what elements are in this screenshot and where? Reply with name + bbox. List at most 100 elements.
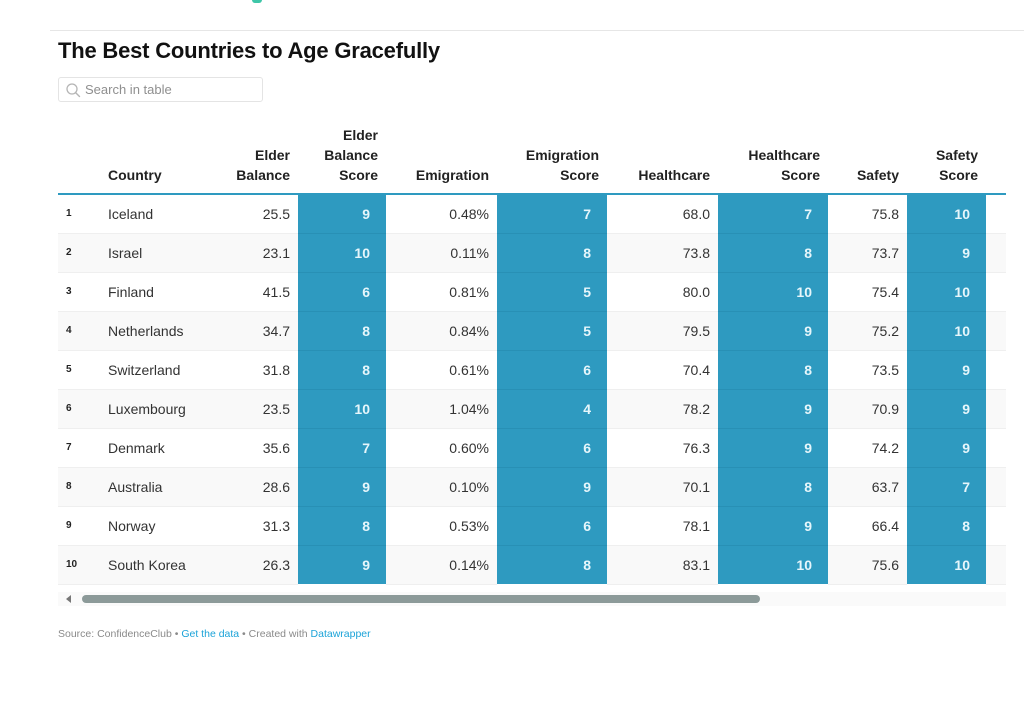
- cell-spacer: [986, 428, 1006, 468]
- cell-emigration: 0.10%: [386, 467, 497, 507]
- cell-elder-balance: 31.8: [215, 350, 298, 390]
- column-header-label: Elder: [342, 127, 378, 143]
- cell-elder-balance-score: 9: [298, 194, 386, 234]
- table-row: 9 Norway 31.3 8 0.53% 6 78.1 9 66.4 8: [58, 506, 1006, 546]
- cell-healthcare: 73.8: [607, 233, 718, 273]
- search-box[interactable]: [58, 77, 263, 102]
- cell-elder-balance-score: 8: [298, 311, 386, 351]
- separator: •: [239, 628, 249, 640]
- column-header-label: Healthcare: [748, 147, 820, 163]
- cell-safety: 70.9: [828, 389, 907, 429]
- cell-safety: 63.7: [828, 467, 907, 507]
- cell-emigration: 1.04%: [386, 389, 497, 429]
- cell-healthcare: 78.2: [607, 389, 718, 429]
- table-row: 10 South Korea 26.3 9 0.14% 8 83.1 10 75.6 10: [58, 545, 1006, 585]
- column-header-elder-balance[interactable]: Elder Balance: [215, 125, 298, 195]
- cell-spacer: [986, 311, 1006, 351]
- cell-emigration-score: 5: [497, 272, 607, 312]
- cell-spacer: [986, 350, 1006, 390]
- cell-emigration-score: 8: [497, 545, 607, 584]
- cell-emigration: 0.84%: [386, 311, 497, 351]
- column-header-label: Elder: [254, 147, 290, 163]
- cell-elder-balance: 25.5: [215, 194, 298, 234]
- chevron-left-icon[interactable]: [66, 595, 71, 603]
- column-header-label: Score: [939, 167, 978, 183]
- top-accent-mark: [252, 0, 262, 3]
- cell-rank: 6: [58, 389, 100, 429]
- column-header-emigration-score[interactable]: Emigration Score: [497, 125, 607, 195]
- cell-healthcare: 80.0: [607, 272, 718, 312]
- cell-elder-balance: 35.6: [215, 428, 298, 468]
- column-header-spacer: [986, 125, 1006, 195]
- page-title: The Best Countries to Age Gracefully: [58, 38, 440, 63]
- cell-healthcare: 83.1: [607, 545, 718, 585]
- scrollbar-thumb[interactable]: [82, 595, 760, 603]
- cell-country: Israel: [100, 233, 215, 273]
- cell-safety-score: 10: [907, 194, 986, 234]
- table-row: 4 Netherlands 34.7 8 0.84% 5 79.5 9 75.2 10: [58, 311, 1006, 351]
- get-the-data-link[interactable]: Get the data: [181, 628, 240, 640]
- cell-elder-balance: 34.7: [215, 311, 298, 351]
- cell-spacer: [986, 272, 1006, 312]
- cell-rank: 3: [58, 272, 100, 312]
- cell-healthcare-score: 9: [718, 311, 828, 351]
- cell-emigration: 0.14%: [386, 545, 497, 585]
- cell-rank: 5: [58, 350, 100, 390]
- cell-spacer: [986, 194, 1006, 234]
- table-row: 6 Luxembourg 23.5 10 1.04% 4 78.2 9 70.9 9: [58, 389, 1006, 429]
- cell-emigration-score: 6: [497, 350, 607, 390]
- horizontal-scrollbar[interactable]: [58, 592, 1006, 606]
- column-header-safety-score[interactable]: Safety Score: [907, 125, 986, 195]
- table-row: 5 Switzerland 31.8 8 0.61% 6 70.4 8 73.5 9: [58, 350, 1006, 390]
- cell-elder-balance: 31.3: [215, 506, 298, 546]
- cell-rank: 10: [58, 545, 100, 585]
- cell-elder-balance-score: 10: [298, 389, 386, 429]
- column-header-label: Emigration: [415, 167, 489, 183]
- column-header-rank[interactable]: [58, 125, 100, 195]
- cell-emigration-score: 7: [497, 194, 607, 234]
- footer: Source: ConfidenceClub • Get the data • …: [58, 628, 371, 640]
- cell-safety-score: 7: [907, 467, 986, 507]
- cell-emigration-score: 8: [497, 233, 607, 273]
- cell-country: Luxembourg: [100, 389, 215, 429]
- cell-safety: 66.4: [828, 506, 907, 546]
- cell-safety-score: 10: [907, 272, 986, 312]
- cell-healthcare-score: 8: [718, 233, 828, 273]
- cell-elder-balance-score: 9: [298, 545, 386, 584]
- datawrapper-link[interactable]: Datawrapper: [310, 628, 371, 640]
- cell-safety-score: 9: [907, 389, 986, 429]
- column-header-country[interactable]: Country: [100, 125, 215, 195]
- column-header-emigration[interactable]: Emigration: [386, 125, 497, 195]
- cell-safety-score: 9: [907, 233, 986, 273]
- cell-healthcare-score: 8: [718, 350, 828, 390]
- cell-rank: 4: [58, 311, 100, 351]
- divider: [50, 30, 1024, 31]
- cell-elder-balance: 26.3: [215, 545, 298, 585]
- cell-safety-score: 10: [907, 311, 986, 351]
- cell-emigration-score: 6: [497, 506, 607, 546]
- column-header-elder-balance-score[interactable]: Elder Balance Score: [298, 125, 386, 195]
- cell-spacer: [986, 545, 1006, 585]
- cell-safety-score: 8: [907, 506, 986, 546]
- cell-elder-balance-score: 8: [298, 350, 386, 390]
- cell-elder-balance: 23.1: [215, 233, 298, 273]
- cell-safety: 75.6: [828, 545, 907, 585]
- cell-country: Finland: [100, 272, 215, 312]
- search-input[interactable]: [85, 80, 255, 99]
- column-header-healthcare[interactable]: Healthcare: [607, 125, 718, 195]
- cell-elder-balance: 41.5: [215, 272, 298, 312]
- data-table: Country Elder Balance Elder Balance Score Emig…: [58, 125, 1006, 585]
- column-header-healthcare-score[interactable]: Healthcare Score: [718, 125, 828, 195]
- cell-country: Iceland: [100, 194, 215, 234]
- cell-healthcare-score: 8: [718, 467, 828, 507]
- table-row: 7 Denmark 35.6 7 0.60% 6 76.3 9 74.2 9: [58, 428, 1006, 468]
- cell-safety: 75.8: [828, 194, 907, 234]
- cell-country: Denmark: [100, 428, 215, 468]
- table-body: 1 Iceland 25.5 9 0.48% 7 68.0 7 75.8 10 2 Israel 23.…: [58, 194, 1006, 585]
- cell-rank: 7: [58, 428, 100, 468]
- column-header-safety[interactable]: Safety: [828, 125, 907, 195]
- cell-emigration-score: 6: [497, 428, 607, 468]
- column-header-label: Safety: [935, 147, 978, 163]
- cell-emigration-score: 4: [497, 389, 607, 429]
- cell-spacer: [986, 506, 1006, 546]
